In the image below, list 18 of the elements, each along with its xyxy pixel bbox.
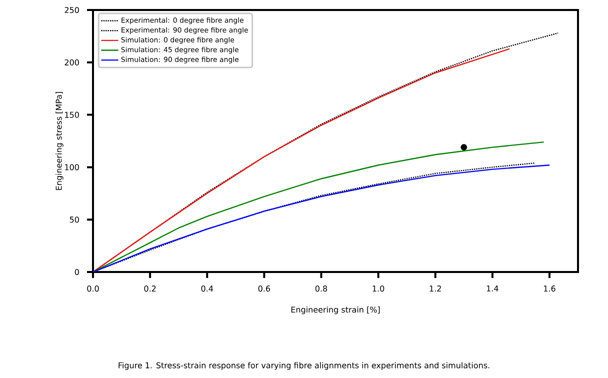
y-tick-label: 200 — [64, 59, 79, 66]
caption: Figure 1. Stress-strain response for varying fibre alignments in experiments and simulations. — [118, 362, 490, 370]
y-tick-label: 150 — [65, 112, 79, 118]
y-tick-label: 50 — [70, 216, 79, 223]
x-axis-title: Engineering strain [%] — [291, 306, 380, 314]
x-tick-label: 0.6 — [258, 286, 270, 292]
x-tick-label: 1.2 — [430, 286, 441, 292]
x-tick-label: 1.4 — [486, 286, 498, 292]
x-tick-label: 1.6 — [544, 286, 556, 292]
y-tick-label: 0 — [74, 268, 79, 276]
x-tick-label: 0.2 — [144, 286, 156, 292]
x-tick-label: 0.0 — [87, 286, 99, 292]
y-tick-label: 100 — [65, 164, 79, 170]
x-tick-label: 0.4 — [201, 286, 214, 292]
x-tick-label: 0.8 — [315, 286, 328, 292]
x-tick-label: 1.0 — [372, 286, 384, 292]
y-axis-title: Engineering stress [MPa] — [56, 92, 64, 190]
y-tick-label: 250 — [64, 6, 79, 14]
